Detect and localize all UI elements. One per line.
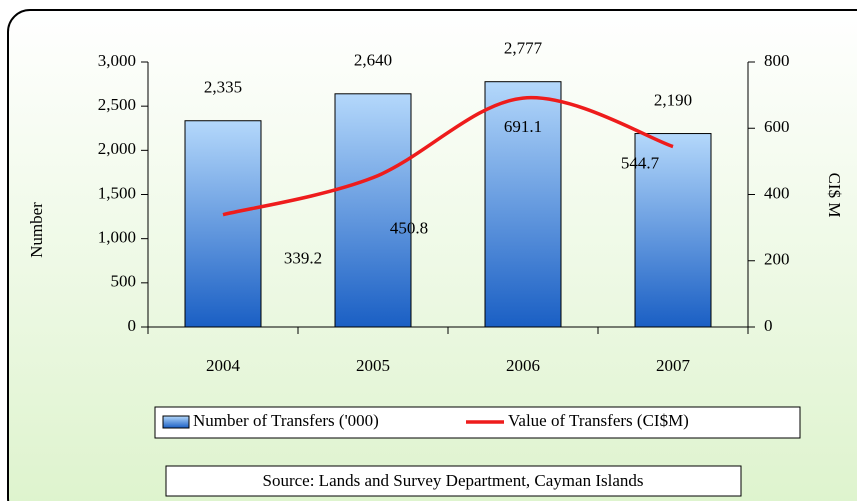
bar-value-label: 2,640 xyxy=(354,51,392,70)
line-value-label: 339.2 xyxy=(284,249,322,268)
y-tick-label: 1,500 xyxy=(98,183,136,202)
line-value-label: 691.1 xyxy=(504,117,542,136)
bar xyxy=(634,133,712,328)
y-axis-label: Number xyxy=(27,202,46,258)
legend-label: Number of Transfers ('000) xyxy=(193,411,379,430)
x-tick-label: 2006 xyxy=(506,356,540,375)
y-tick-label: 1,000 xyxy=(98,228,136,247)
y-tick-label: 500 xyxy=(111,272,137,291)
y2-tick-label: 200 xyxy=(764,250,790,269)
x-tick-label: 2007 xyxy=(656,356,691,375)
y2-tick-label: 400 xyxy=(764,183,790,202)
bar-value-label: 2,190 xyxy=(654,90,692,109)
legend-label: Value of Transfers (CI$M) xyxy=(508,411,689,430)
line-value-label: 450.8 xyxy=(390,219,428,238)
bar xyxy=(334,93,412,328)
source-note: Source: Lands and Survey Department, Cay… xyxy=(263,471,644,490)
bar xyxy=(184,120,262,328)
legend-swatch xyxy=(162,415,190,429)
y2-tick-label: 800 xyxy=(764,51,790,70)
y-tick-label: 3,000 xyxy=(98,51,136,70)
y2-tick-label: 600 xyxy=(764,117,790,136)
y-tick-label: 0 xyxy=(128,316,137,335)
y-tick-label: 2,000 xyxy=(98,139,136,158)
bar xyxy=(484,81,562,328)
value-line xyxy=(222,95,674,217)
y2-tick-label: 0 xyxy=(764,316,773,335)
bar-value-label: 2,777 xyxy=(504,39,543,58)
x-tick-label: 2005 xyxy=(356,356,390,375)
bar-value-label: 2,335 xyxy=(204,78,242,97)
y2-axis-label: CI$ M xyxy=(825,173,844,218)
source-box xyxy=(165,465,742,497)
y-tick-label: 2,500 xyxy=(98,95,136,114)
x-tick-label: 2004 xyxy=(206,356,241,375)
line-value-label: 544.7 xyxy=(621,153,660,172)
